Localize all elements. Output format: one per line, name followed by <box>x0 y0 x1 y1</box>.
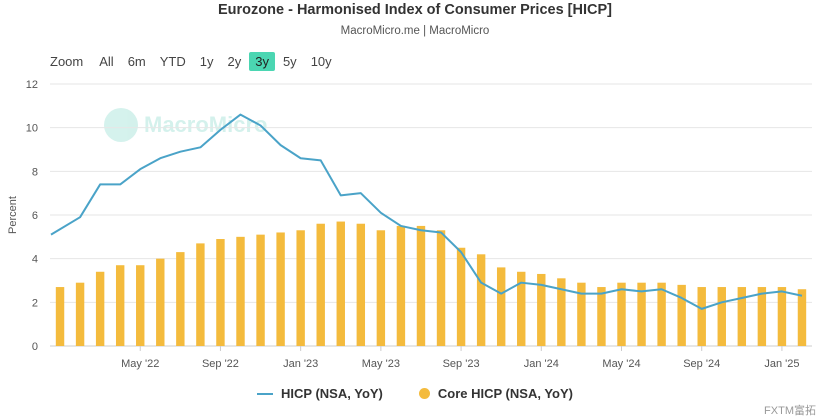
legend-label-core: Core HICP (NSA, YoY) <box>437 386 573 401</box>
core-hicp-bar <box>376 230 386 346</box>
core-hicp-bar <box>136 265 145 346</box>
hicp-line <box>50 113 803 310</box>
corner-watermark: FXTM富拓 <box>764 405 816 417</box>
y-tick-label: 8 <box>32 166 38 178</box>
core-hicp-bar <box>216 239 225 346</box>
x-tick-label: Sep '22 <box>202 358 239 370</box>
core-hicp-bar <box>156 258 165 346</box>
core-hicp-bar <box>95 271 105 346</box>
core-hicp-bar <box>256 234 265 346</box>
core-hicp-bar <box>577 282 586 346</box>
core-hicp-bar <box>476 254 486 346</box>
y-tick-label: 4 <box>32 254 38 266</box>
y-tick-label: 12 <box>26 79 38 91</box>
core-hicp-bar <box>55 287 65 346</box>
core-hicp-bar <box>657 282 666 346</box>
core-hicp-bar <box>436 230 446 346</box>
y-tick-label: 0 <box>32 341 38 353</box>
core-hicp-bar <box>236 236 245 346</box>
y-tick-label: 6 <box>32 210 38 222</box>
x-tick-label: May '22 <box>121 358 159 370</box>
range-button-2y[interactable]: 2y <box>227 54 242 69</box>
core-hicp-bar <box>496 267 506 346</box>
range-button-5y[interactable]: 5y <box>282 54 297 69</box>
core-hicp-bar <box>356 223 366 346</box>
core-hicp-bar <box>396 225 406 346</box>
zoom-label: Zoom <box>50 54 84 69</box>
legend-item-hicp[interactable]: HICP (NSA, YoY) <box>257 386 383 401</box>
core-hicp-bar <box>316 223 325 346</box>
core-hicp-bar <box>115 265 125 346</box>
x-tick-label: Jan '24 <box>524 358 559 370</box>
core-hicp-bar <box>597 287 606 346</box>
core-hicp-bar <box>517 271 526 346</box>
core-hicp-bar <box>557 278 566 346</box>
core-hicp-bar <box>276 232 285 346</box>
core-hicp-bar <box>537 273 546 346</box>
legend-item-core[interactable]: Core HICP (NSA, YoY) <box>418 386 573 401</box>
core-hicp-bar <box>416 225 426 346</box>
core-hicp-bar <box>456 247 466 346</box>
macromicro-watermark: MacroMicro <box>104 108 267 142</box>
x-tick-label: May '23 <box>362 358 400 370</box>
core-hicp-bar <box>797 289 807 346</box>
core-hicp-bar <box>637 282 646 346</box>
macromicro-watermark-text: MacroMicro <box>144 112 268 137</box>
core-hicp-bar <box>717 287 726 346</box>
x-tick-label: Sep '23 <box>443 358 480 370</box>
y-tick-label: 10 <box>26 123 38 135</box>
range-button-10y[interactable]: 10y <box>310 54 332 69</box>
range-button-3y[interactable]: 3y <box>249 52 275 71</box>
core-hicp-bar <box>336 221 345 346</box>
core-hicp-bar <box>75 282 85 346</box>
legend-dot-symbol <box>418 388 430 399</box>
core-hicp-bar <box>777 287 787 346</box>
range-button-1y[interactable]: 1y <box>199 54 214 69</box>
range-selector: Zoom All 6m YTD 1y 2y 3y 5y 10y <box>50 52 340 71</box>
y-axis-label: Percent <box>7 196 19 234</box>
core-hicp-bar <box>176 252 185 346</box>
core-hicp-bar <box>697 287 706 346</box>
chart-subtitle: MacroMicro.me | MacroMicro <box>340 25 490 37</box>
core-hicp-bar <box>737 287 747 346</box>
core-hicp-bar <box>296 230 305 346</box>
core-hicp-bar <box>196 243 205 346</box>
range-button-ytd[interactable]: YTD <box>159 54 186 69</box>
legend-label-hicp: HICP (NSA, YoY) <box>281 386 383 401</box>
x-tick-label: Jan '23 <box>283 358 318 370</box>
range-button-all[interactable]: All <box>99 54 114 69</box>
legend-line-symbol <box>257 392 274 395</box>
core-hicp-bar <box>617 282 626 346</box>
y-tick-label: 2 <box>32 297 38 309</box>
chart-legend: HICP (NSA, YoY) Core HICP (NSA, YoY) <box>0 386 830 401</box>
core-hicp-bar <box>677 284 686 346</box>
macromicro-logo-icon <box>104 108 138 142</box>
x-tick-label: May '24 <box>602 358 640 370</box>
chart-title: Eurozone - Harmonised Index of Consumer … <box>218 2 612 18</box>
range-button-6m[interactable]: 6m <box>127 54 146 69</box>
x-tick-label: Sep '24 <box>683 358 720 370</box>
core-hicp-bar <box>757 287 767 346</box>
x-tick-label: Jan '25 <box>764 358 799 370</box>
